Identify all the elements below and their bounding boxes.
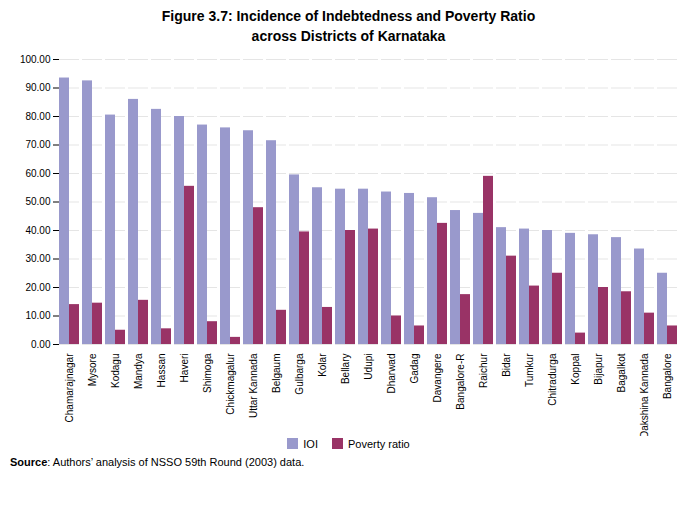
svg-text:Bidar: Bidar: [501, 352, 512, 376]
svg-text:30.00: 30.00: [25, 253, 50, 264]
svg-text:Bijapur: Bijapur: [593, 352, 604, 384]
svg-text:70.00: 70.00: [25, 139, 50, 150]
svg-text:60.00: 60.00: [25, 167, 50, 178]
svg-text:Raichur: Raichur: [478, 352, 489, 387]
svg-text:Haveri: Haveri: [179, 353, 190, 382]
svg-text:Dakshina Kannada: Dakshina Kannada: [639, 353, 650, 436]
html-text:Poverty ratio: Poverty ratio: [348, 437, 410, 450]
html-text:Figure 3.7: Incidence of Indeb: Figure 3.7: Incidence of Indebtedness an…: [161, 8, 536, 45]
svg-text:Kolar: Kolar: [317, 352, 328, 376]
svg-text:20.00: 20.00: [25, 281, 50, 292]
svg-text:80.00: 80.00: [25, 110, 50, 121]
html-text:IOI: IOI: [303, 437, 318, 450]
svg-text:Chitradurga: Chitradurga: [547, 353, 558, 406]
svg-text:Bangalore: Bangalore: [662, 353, 673, 399]
svg-text:Uttar Kannada: Uttar Kannada: [248, 353, 259, 418]
svg-text:Mandya: Mandya: [133, 353, 144, 389]
svg-text:Belgaum: Belgaum: [271, 353, 282, 392]
svg-text:Mysore: Mysore: [87, 353, 98, 386]
svg-text:Kodagu: Kodagu: [110, 353, 121, 387]
svg-text:Bellary: Bellary: [340, 353, 351, 384]
svg-text:Udupi: Udupi: [363, 353, 374, 379]
svg-text:100.00: 100.00: [20, 53, 51, 64]
svg-text:90.00: 90.00: [25, 82, 50, 93]
svg-text:Hassan: Hassan: [156, 353, 167, 387]
svg-text:Bangalore-R: Bangalore-R: [455, 353, 466, 409]
svg-text:Chickmagalur: Chickmagalur: [225, 352, 236, 414]
svg-text:0.00: 0.00: [31, 338, 51, 349]
svg-text:Koppal: Koppal: [570, 353, 581, 384]
html-text:Source: Authors’ analysis of N: Source: Authors’ analysis of NSSO 59th R…: [10, 455, 305, 468]
svg-text:Chamarajnagar: Chamarajnagar: [64, 352, 75, 422]
svg-text:Tumkur: Tumkur: [524, 352, 535, 386]
svg-text:40.00: 40.00: [25, 224, 50, 235]
svg-text:Shimoga: Shimoga: [202, 353, 213, 393]
svg-text:Davangere: Davangere: [432, 353, 443, 402]
svg-text:Bagalkot: Bagalkot: [616, 353, 627, 392]
svg-text:10.00: 10.00: [25, 310, 50, 321]
svg-text:Dharwad: Dharwad: [386, 353, 397, 393]
svg-text:50.00: 50.00: [25, 196, 50, 207]
svg-text:Gulbarga: Gulbarga: [294, 353, 305, 395]
svg-text:Gadag: Gadag: [409, 353, 420, 383]
